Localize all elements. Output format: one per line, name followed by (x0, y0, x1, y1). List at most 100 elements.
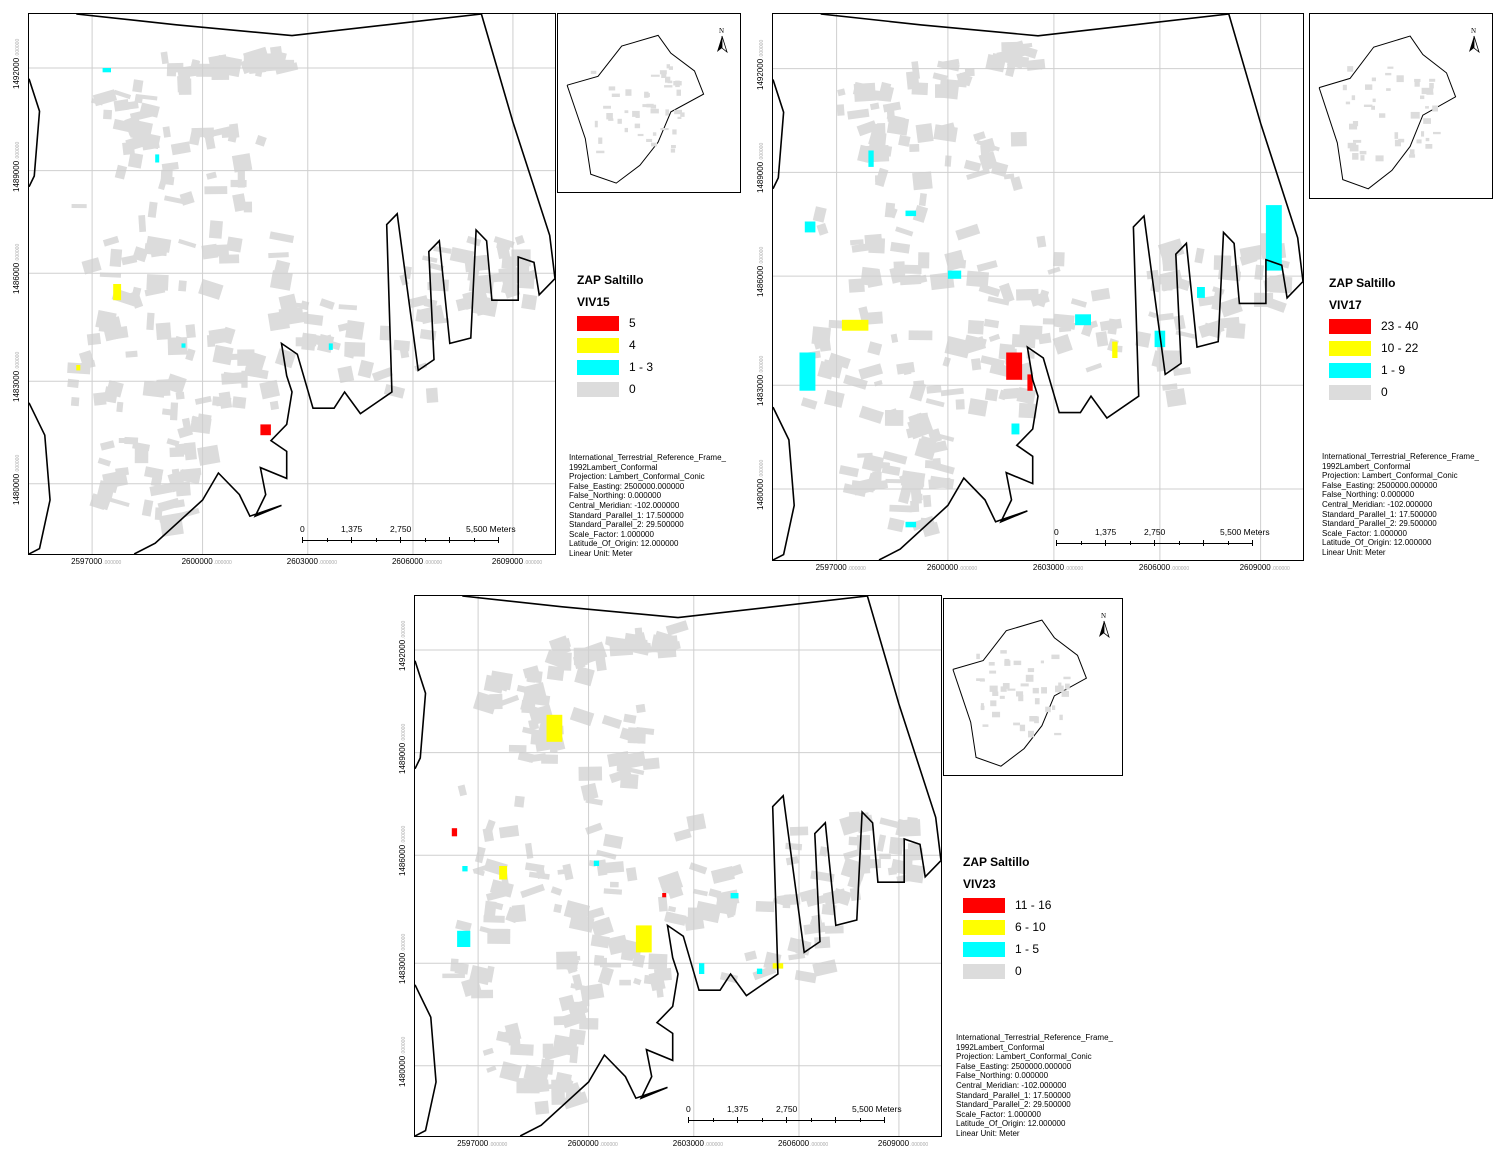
inset-block (1054, 732, 1062, 736)
y-tick-label: 1483000.000000 (12, 351, 21, 403)
map-frame[interactable] (414, 595, 942, 1137)
north-label: N (1101, 612, 1106, 620)
inset-block (1345, 101, 1351, 105)
block-zero (270, 46, 282, 55)
y-tick-label: 1486000.000000 (756, 246, 765, 298)
inset-boundary (952, 619, 1088, 767)
scale-tick (375, 538, 377, 542)
block-zero (623, 632, 636, 649)
block-zero (909, 143, 920, 152)
block-zero (460, 253, 470, 261)
inset-block (1429, 83, 1434, 89)
block-low (947, 270, 962, 279)
legend-label: 11 - 16 (1015, 898, 1052, 912)
inset-block (1034, 698, 1040, 705)
block-zero (269, 270, 293, 291)
inset-block (668, 66, 673, 70)
block-zero (567, 955, 581, 962)
map-frame[interactable] (772, 13, 1304, 561)
inset-block (598, 137, 603, 144)
block-zero (93, 392, 107, 406)
inset-block (1000, 650, 1007, 654)
inset-block (1426, 92, 1434, 95)
block-zero (904, 848, 924, 861)
block-zero (1175, 330, 1197, 339)
inset-block (1410, 111, 1420, 119)
block-zero (947, 80, 968, 90)
block-zero (274, 348, 297, 369)
north-arrow-icon: N (717, 27, 728, 54)
block-zero (164, 195, 187, 205)
block-zero (482, 1047, 494, 1056)
inset-block (992, 691, 999, 696)
scale-label: 5,500 Meters (1220, 527, 1270, 537)
inset-block (606, 113, 613, 120)
scale-label: 1,375 (1095, 527, 1117, 537)
inset-block (611, 93, 620, 97)
block-zero (659, 875, 675, 888)
block-zero (964, 68, 975, 77)
inset-block (1059, 714, 1063, 721)
block-zero (990, 161, 1009, 178)
inset-block (1041, 687, 1047, 694)
block-zero (442, 973, 465, 979)
scale-label: 0 (300, 524, 305, 534)
block-low (1075, 314, 1091, 326)
block-zero (501, 255, 517, 270)
block-zero (911, 515, 935, 531)
block-zero (212, 125, 233, 137)
block-zero (825, 925, 844, 934)
legend-swatch (1329, 340, 1371, 356)
inset-block (1421, 131, 1425, 137)
block-zero (912, 205, 929, 223)
scale-tick (473, 538, 475, 542)
block-zero (505, 906, 520, 924)
block-zero (103, 109, 113, 120)
block-zero (623, 713, 637, 724)
block-zero (889, 504, 912, 513)
block-zero (528, 718, 540, 731)
inset-block (1055, 685, 1064, 693)
block-zero (633, 977, 642, 986)
inset-block (650, 108, 659, 114)
block-zero (955, 223, 981, 241)
block-zero (134, 447, 149, 464)
block-zero (102, 321, 124, 342)
block-zero (423, 298, 438, 309)
block-zero (909, 381, 927, 402)
block-zero (1263, 278, 1282, 293)
block-low (756, 968, 763, 974)
legend: ZAP Saltillo VIV17 23 - 40 10 - 22 1 - 9 0 (1329, 276, 1479, 400)
block-zero (269, 231, 295, 244)
inset-block (635, 114, 640, 118)
inset-block (982, 724, 989, 727)
inset-block (1425, 144, 1433, 149)
block-zero (127, 152, 144, 169)
blocks-zero (67, 46, 538, 537)
block-zero (208, 54, 228, 69)
block-zero (664, 911, 687, 926)
block-low (699, 963, 705, 974)
block-zero (843, 374, 868, 390)
x-tick-label: 2597000.000000 (71, 557, 122, 566)
block-zero (544, 649, 571, 670)
legend: ZAP Saltillo VIV15 5 4 1 - 3 0 (577, 273, 727, 397)
legend-classes: 23 - 40 10 - 22 1 - 9 0 (1329, 318, 1479, 400)
scale-tick (1203, 540, 1204, 546)
block-zero (178, 238, 197, 249)
inset-block (1352, 121, 1359, 127)
block-zero (154, 507, 163, 521)
inset-block (1398, 138, 1405, 143)
block-zero (487, 928, 511, 944)
map-frame[interactable] (28, 13, 556, 555)
block-zero (888, 836, 904, 855)
y-tick-label: 1480000.000000 (398, 1036, 407, 1087)
north-label: N (1471, 27, 1476, 35)
block-zero (861, 453, 884, 473)
block-zero (514, 795, 525, 808)
block-zero (857, 452, 873, 458)
scale-label: 1,375 (341, 524, 363, 534)
inset-block (1365, 84, 1373, 90)
block-zero (627, 727, 646, 744)
block-zero (1038, 332, 1052, 345)
